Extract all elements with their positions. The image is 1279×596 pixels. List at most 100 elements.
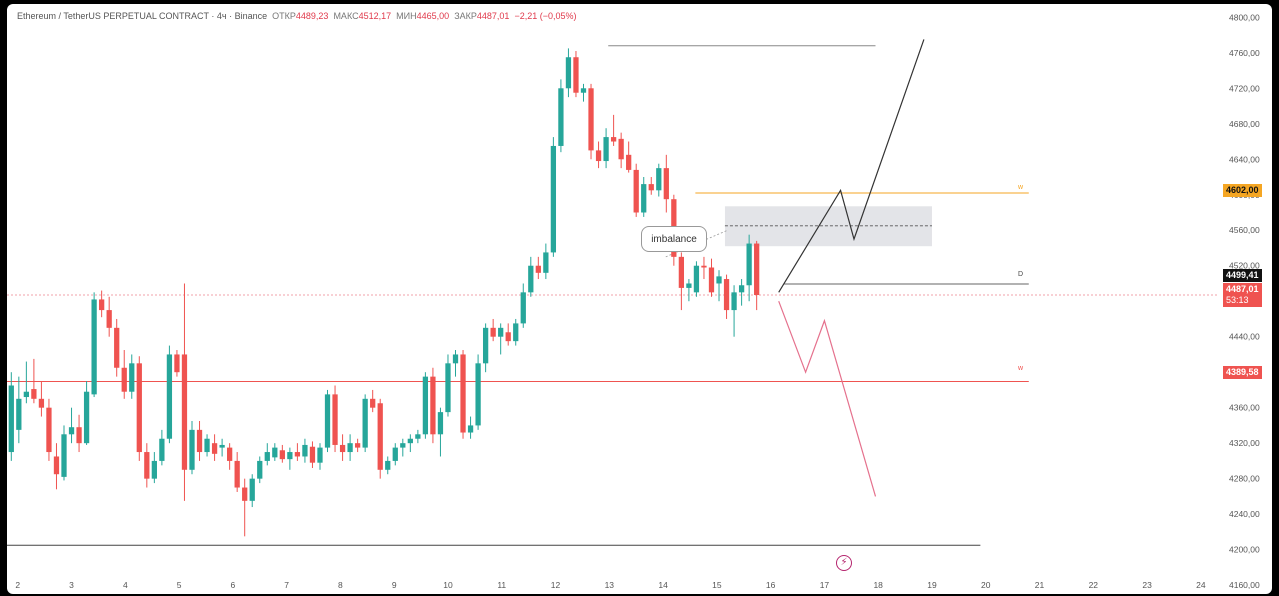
candle-body-12 [99,299,105,311]
candle-body-36 [279,450,285,460]
lightning-icon[interactable]: ⚡ [836,555,852,571]
candle-body-56 [430,376,436,435]
x-tick-label-22: 24 [1196,580,1206,590]
candle-body-87 [663,168,669,200]
open-value: 4489,23 [295,11,329,21]
candle-body-27 [211,443,218,454]
y-tick-label-6: 4560,00 [1229,225,1260,235]
x-tick-label-17: 19 [927,580,937,590]
candle-body-62 [475,363,481,426]
candle-body-65 [498,327,504,337]
candle-body-79 [603,137,609,162]
x-tick-label-7: 9 [392,580,397,590]
candle-body-10 [83,391,90,444]
x-tick-label-0: 2 [15,580,20,590]
candle-body-74 [565,57,572,89]
candle-body-78 [595,150,602,162]
candle-body-43 [332,394,338,445]
candle-body-94 [716,276,722,284]
price-chart[interactable]: 4800,004760,004720,004680,004640,004600,… [7,4,1272,594]
x-tick-label-6: 8 [338,580,343,590]
candle-body-52 [400,443,406,448]
candle-body-17 [136,363,142,453]
x-tick-label-12: 14 [658,580,668,590]
candle-body-21 [166,354,173,439]
candle-body-70 [535,265,541,273]
y-tick-label-12: 4320,00 [1229,438,1260,448]
candle-body-71 [543,252,549,273]
current-price: 4487,01 [1226,284,1259,294]
x-tick-label-4: 6 [230,580,235,590]
candle-body-92 [701,265,707,268]
x-tick-label-5: 7 [284,580,289,590]
candle-body-73 [558,88,564,146]
x-tick-label-18: 20 [981,580,991,590]
candle-body-3 [31,389,37,399]
projection-down-path [778,301,877,497]
candle-body-6 [53,456,60,475]
candle-body-15 [121,367,127,392]
candle-body-99 [754,243,760,296]
candle-body-1 [16,398,22,430]
candle-body-16 [129,363,135,392]
candle-body-9 [76,427,82,444]
candle-body-81 [618,138,624,160]
candle-body-58 [445,363,451,413]
candle-body-77 [588,88,594,151]
level-mark-mid: D [1018,271,1024,278]
candle-body-68 [520,292,526,324]
candle-body-29 [227,447,233,461]
close-label: ЗАКР [454,11,477,21]
x-tick-label-13: 15 [712,580,722,590]
y-tick-label-3: 4680,00 [1229,119,1260,129]
candle-body-25 [196,429,203,453]
candle-body-51 [392,447,398,461]
candle-body-47 [362,398,368,448]
candle-body-48 [370,398,376,408]
candle-body-61 [467,425,474,433]
candle-body-34 [264,452,270,461]
y-tick-label-4: 4640,00 [1229,154,1260,164]
price-tag-level: 4389,58 [1223,366,1262,379]
candle-body-82 [626,154,632,170]
candle-body-93 [708,267,715,293]
level-mark-low: w [1018,365,1024,372]
y-tick-label-7: 4520,00 [1229,261,1260,271]
x-tick-label-15: 17 [820,580,830,590]
x-tick-label-10: 12 [551,580,561,590]
candle-body-60 [460,354,466,433]
candle-body-13 [106,310,112,328]
candle-body-23 [181,354,188,470]
candle-body-95 [723,279,730,311]
candle-body-32 [249,478,255,501]
candle-body-66 [505,332,511,342]
x-tick-label-20: 22 [1089,580,1099,590]
candle-body-39 [302,444,308,457]
candle-body-33 [257,460,263,479]
candle-body-86 [656,168,662,191]
candle-body-24 [189,429,195,470]
candle-body-45 [347,443,353,453]
candle-body-97 [738,285,745,293]
candle-body-38 [294,452,301,457]
candle-body-14 [114,327,120,368]
candle-body-67 [513,323,519,342]
low-label: МИН [396,11,417,21]
candle-body-89 [678,256,685,288]
high-value: 4512,17 [358,11,392,21]
candle-body-18 [144,452,150,479]
candle-timer: 53:13 [1226,295,1249,305]
high-label: МАКС [333,11,359,21]
open-label: ОТКР [272,11,296,21]
candle-body-40 [309,446,316,463]
imbalance-annotation[interactable]: imbalance [641,226,707,252]
y-tick-label-11: 4360,00 [1229,403,1260,413]
y-tick-label-16: 4160,00 [1229,580,1260,590]
y-tick-label-0: 4800,00 [1229,12,1260,22]
close-value: 4487,01 [476,11,510,21]
candle-body-96 [731,292,737,311]
candle-body-69 [528,265,534,293]
candle-body-83 [633,169,639,213]
candle-body-37 [287,452,293,460]
candle-body-80 [610,137,617,142]
